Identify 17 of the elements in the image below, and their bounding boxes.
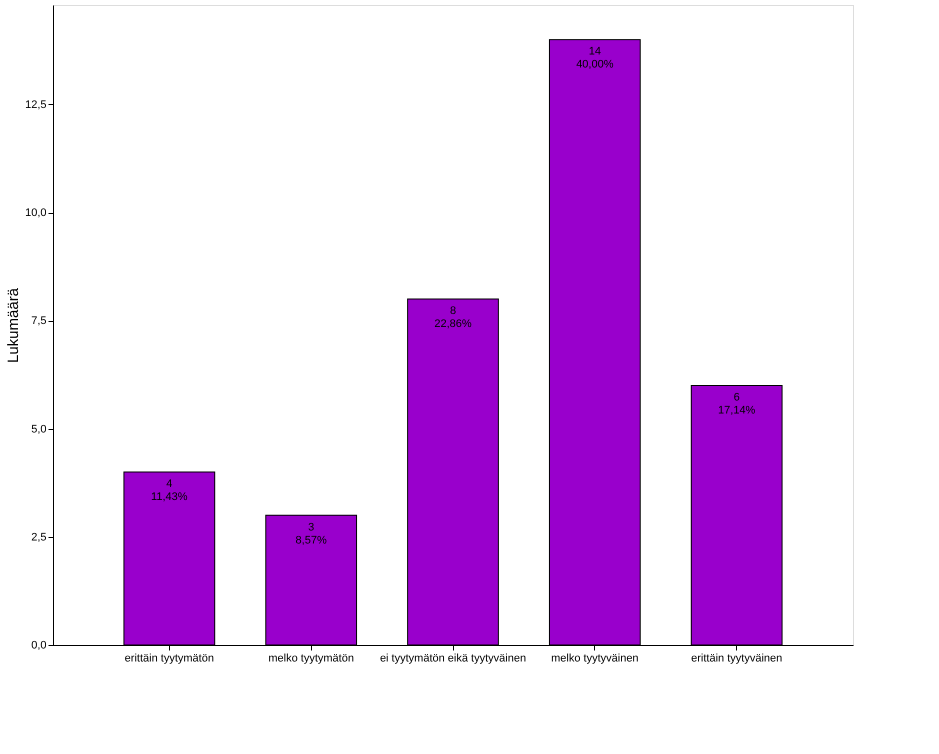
y-axis-title: Lukumäärä <box>5 287 22 364</box>
x-tick-label: melko tyytymätön <box>268 652 354 664</box>
y-tick-label: 0,0 <box>31 640 46 652</box>
y-tick-label: 7,5 <box>31 315 46 328</box>
y-tick-label: 2,5 <box>31 531 46 544</box>
x-tick-label: melko tyytyväinen <box>551 652 639 664</box>
data-label: 4 11,43% <box>151 478 188 504</box>
y-tick-label: 12,5 <box>25 98 46 111</box>
data-label: 14 40,00% <box>576 46 614 71</box>
x-tick-label: ei tyytymätön eikä tyytyväinen <box>380 652 526 664</box>
y-tick-label: 5,0 <box>31 423 46 436</box>
data-label: 8 22,86% <box>434 305 472 330</box>
x-tick-label: erittäin tyytyväinen <box>691 652 782 664</box>
x-tick-label: erittäin tyytymätön <box>124 652 214 664</box>
data-label: 6 17,14% <box>718 392 756 417</box>
data-label: 3 8,57% <box>296 521 327 546</box>
y-tick-label: 10,0 <box>25 207 46 220</box>
